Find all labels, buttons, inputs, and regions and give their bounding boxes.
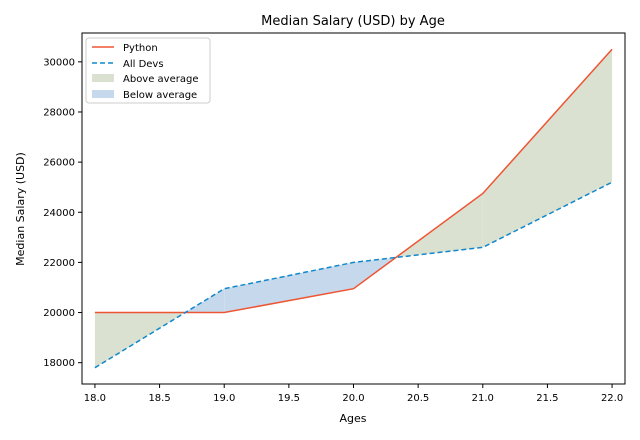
series-alldevs-line bbox=[94, 181, 613, 369]
y-tick-label: 30000 bbox=[43, 57, 75, 68]
y-tick-label: 22000 bbox=[43, 258, 75, 269]
x-tick-label: 20.0 bbox=[342, 393, 364, 404]
fill-segment bbox=[224, 262, 354, 313]
chart-title: Median Salary (USD) by Age bbox=[261, 14, 445, 29]
y-axis-ticks: 18000 20000 22000 24000 26000 28000 30000 bbox=[43, 57, 82, 369]
y-tick-label: 24000 bbox=[43, 208, 75, 219]
x-tick-label: 21.0 bbox=[472, 393, 494, 404]
x-tick-label: 21.5 bbox=[536, 393, 558, 404]
legend-python-label: Python bbox=[123, 43, 158, 54]
x-axis-ticks: 18.0 18.5 19.0 19.5 20.0 20.5 21.0 21.5 22.0 bbox=[84, 384, 623, 404]
x-tick-label: 19.5 bbox=[278, 393, 300, 404]
x-tick-label: 18.5 bbox=[148, 393, 170, 404]
legend-above-swatch bbox=[92, 74, 114, 82]
legend-below-label: Below average bbox=[123, 90, 197, 101]
y-tick-label: 20000 bbox=[43, 308, 75, 319]
series-python-line bbox=[94, 48, 613, 314]
x-tick-label: 20.5 bbox=[407, 393, 429, 404]
y-tick-label: 18000 bbox=[43, 358, 75, 369]
x-tick-label: 19.0 bbox=[213, 393, 235, 404]
y-tick-label: 28000 bbox=[43, 107, 75, 118]
x-tick-label: 22.0 bbox=[601, 393, 623, 404]
legend-box bbox=[85, 37, 211, 104]
series-lines bbox=[94, 48, 613, 369]
y-axis-label: Median Salary (USD) bbox=[14, 152, 27, 266]
y-tick-label: 26000 bbox=[43, 158, 75, 169]
legend-below-swatch bbox=[92, 90, 114, 98]
legend: Python All Devs Above average Below aver… bbox=[85, 37, 211, 104]
x-tick-label: 18.0 bbox=[84, 393, 106, 404]
x-axis-label: Ages bbox=[339, 412, 366, 425]
legend-above-label: Above average bbox=[123, 74, 199, 85]
legend-alldevs-label: All Devs bbox=[123, 59, 164, 70]
